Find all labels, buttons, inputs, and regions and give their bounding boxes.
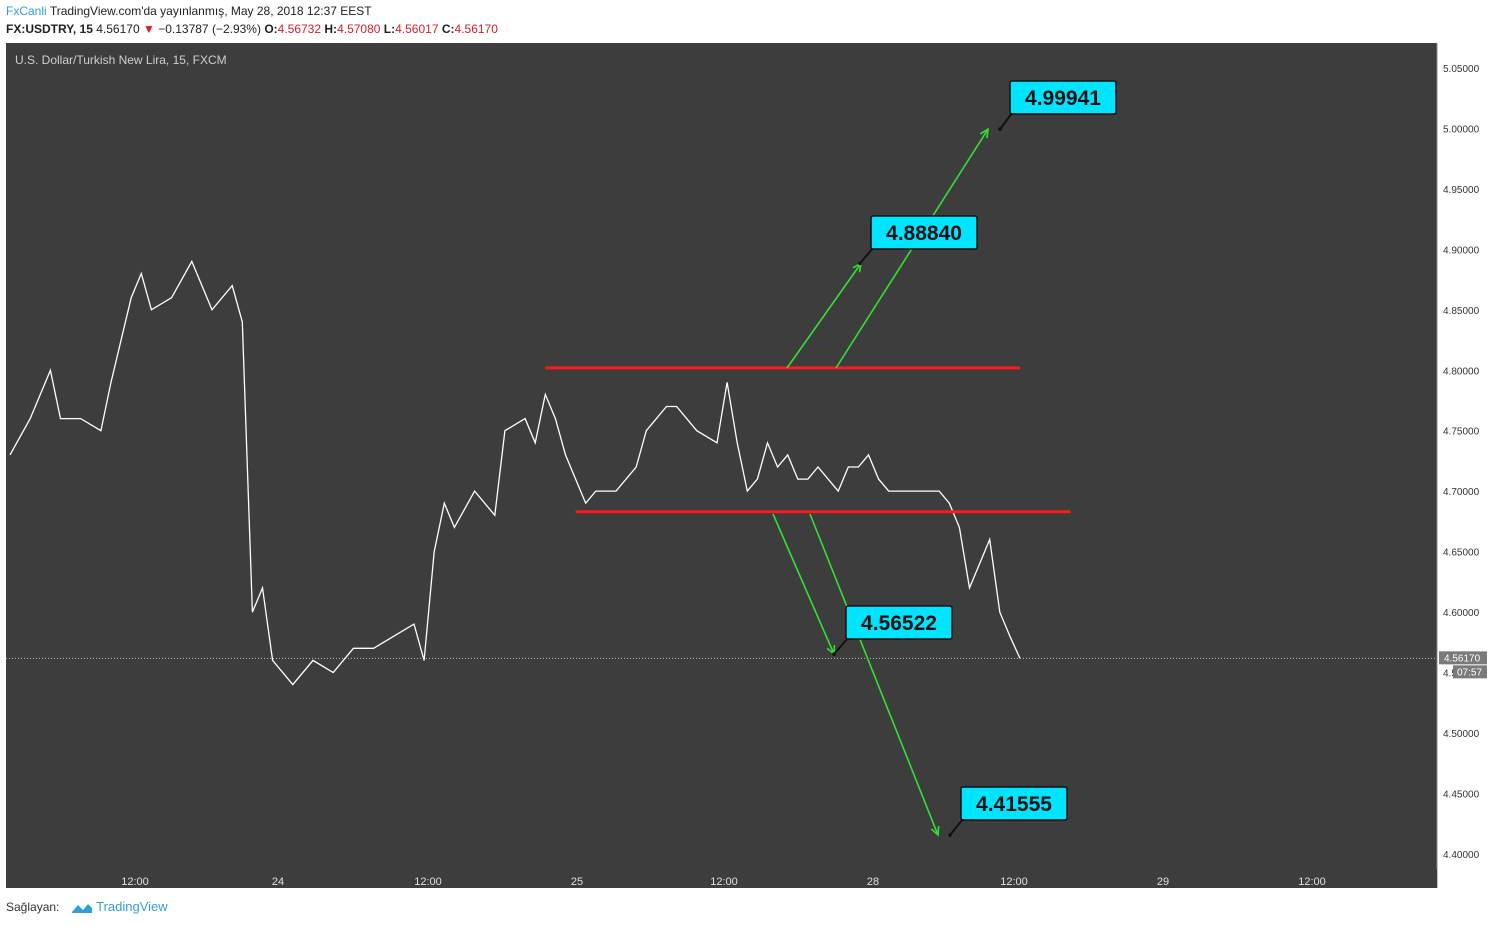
author-name[interactable]: FxCanli (6, 4, 47, 18)
x-tick-label: 12:00 (414, 876, 442, 888)
y-tick-label: 4.75000 (1443, 427, 1480, 438)
target-box (870, 215, 978, 250)
target-box (960, 786, 1068, 821)
close-value: 4.56170 (454, 22, 498, 36)
callout-point (858, 261, 862, 266)
countdown-text: 07:57 (1457, 667, 1482, 678)
projection-arrow (786, 262, 862, 369)
high-label: H: (324, 22, 338, 36)
x-tick-label: 25 (571, 876, 583, 888)
provider-name: TradingView (96, 899, 168, 914)
target-callout: 4.41555 (948, 786, 1068, 837)
callout-point (948, 833, 952, 837)
callout-pointer (999, 112, 1013, 130)
target-value: 4.41555 (976, 793, 1052, 816)
price-series-line (9, 259, 1021, 686)
target-value: 4.56522 (861, 612, 937, 635)
target-box (1009, 80, 1117, 115)
last-price-tag-text: 4.56170 (1444, 653, 1481, 664)
time-axis[interactable] (6, 869, 1437, 888)
target-value: 4.99941 (1025, 87, 1101, 110)
publish-info: TradingView.com'da yayınlanmış, May 28, … (49, 4, 372, 18)
chart-title: U.S. Dollar/Turkish New Lira, 15, FXCM (15, 53, 227, 67)
y-tick-label: 4.80000 (1443, 366, 1480, 377)
high-value: 4.57080 (337, 22, 381, 36)
callout-pointer (859, 247, 874, 265)
x-tick-label: 12:00 (1000, 876, 1028, 888)
low-value: 4.56017 (395, 22, 439, 36)
plot-area[interactable] (6, 43, 1437, 888)
y-tick-label: 4.65000 (1443, 548, 1480, 559)
price-axis[interactable] (1437, 43, 1489, 888)
low-label: L: (383, 22, 396, 36)
target-callout: 4.99941 (998, 80, 1117, 131)
target-callout: 4.56522 (832, 605, 953, 656)
open-label: O: (264, 22, 278, 36)
y-tick-label: 4.40000 (1443, 850, 1480, 861)
x-tick-label: 28 (867, 876, 879, 888)
price-change: −0.13787 (−2.93%) (158, 22, 261, 36)
callout-point (998, 127, 1002, 131)
y-tick-label: 4.60000 (1443, 608, 1480, 619)
y-tick-label: 4.95000 (1443, 185, 1480, 196)
y-tick-label: 4.85000 (1443, 306, 1480, 317)
publish-line: FxCanli TradingView.com'da yayınlanmış, … (6, 4, 372, 18)
arrowhead (930, 826, 940, 837)
x-tick-label: 12:00 (710, 876, 738, 888)
last-price-tag: 4.56170 07:57 (1439, 651, 1487, 679)
projection-arrow (772, 513, 835, 655)
tradingview-link[interactable]: TradingView (71, 899, 168, 914)
footer: Sağlayan: TradingView (6, 899, 168, 914)
x-tick-label: 12:00 (1298, 876, 1326, 888)
y-tick-label: 4.90000 (1443, 245, 1480, 256)
close-label: C: (441, 22, 455, 36)
target-labels: 4.99941 4.88840 4.56522 4.41555 (832, 80, 1117, 837)
target-callout: 4.88840 (858, 215, 978, 266)
y-tick-label: 5.05000 (1443, 64, 1480, 75)
callout-pointer (949, 818, 964, 836)
tradingview-logo-icon (71, 903, 92, 913)
target-value: 4.88840 (886, 222, 962, 245)
symbol-label: FX:USDTRY, 15 (6, 22, 93, 36)
arrowhead (979, 127, 989, 139)
y-tick-label: 4.50000 (1443, 729, 1480, 740)
y-tick-label: 4.70000 (1443, 487, 1480, 498)
open-value: 4.56732 (277, 22, 322, 36)
callout-point (832, 652, 836, 656)
x-tick-label: 29 (1157, 876, 1169, 888)
projection-arrow (809, 513, 939, 836)
y-tick-label: 5.00000 (1443, 124, 1480, 135)
target-box (845, 605, 953, 640)
provider-label: Sağlayan: (6, 900, 60, 914)
last-price: 4.56170 (96, 22, 140, 36)
down-triangle-icon: ▼ (142, 22, 155, 36)
level-lines (545, 366, 1071, 514)
ohlc-line: FX:USDTRY, 15 4.56170 ▼ −0.13787 (−2.93%… (6, 22, 498, 36)
callout-pointer (833, 637, 849, 655)
x-tick-labels: 12:00 24 12:00 25 12:00 28 12:00 29 12:00 (121, 876, 1326, 888)
x-tick-label: 12:00 (121, 876, 149, 888)
y-tick-label: 4.45000 (1443, 789, 1480, 800)
x-tick-label: 24 (272, 876, 284, 888)
